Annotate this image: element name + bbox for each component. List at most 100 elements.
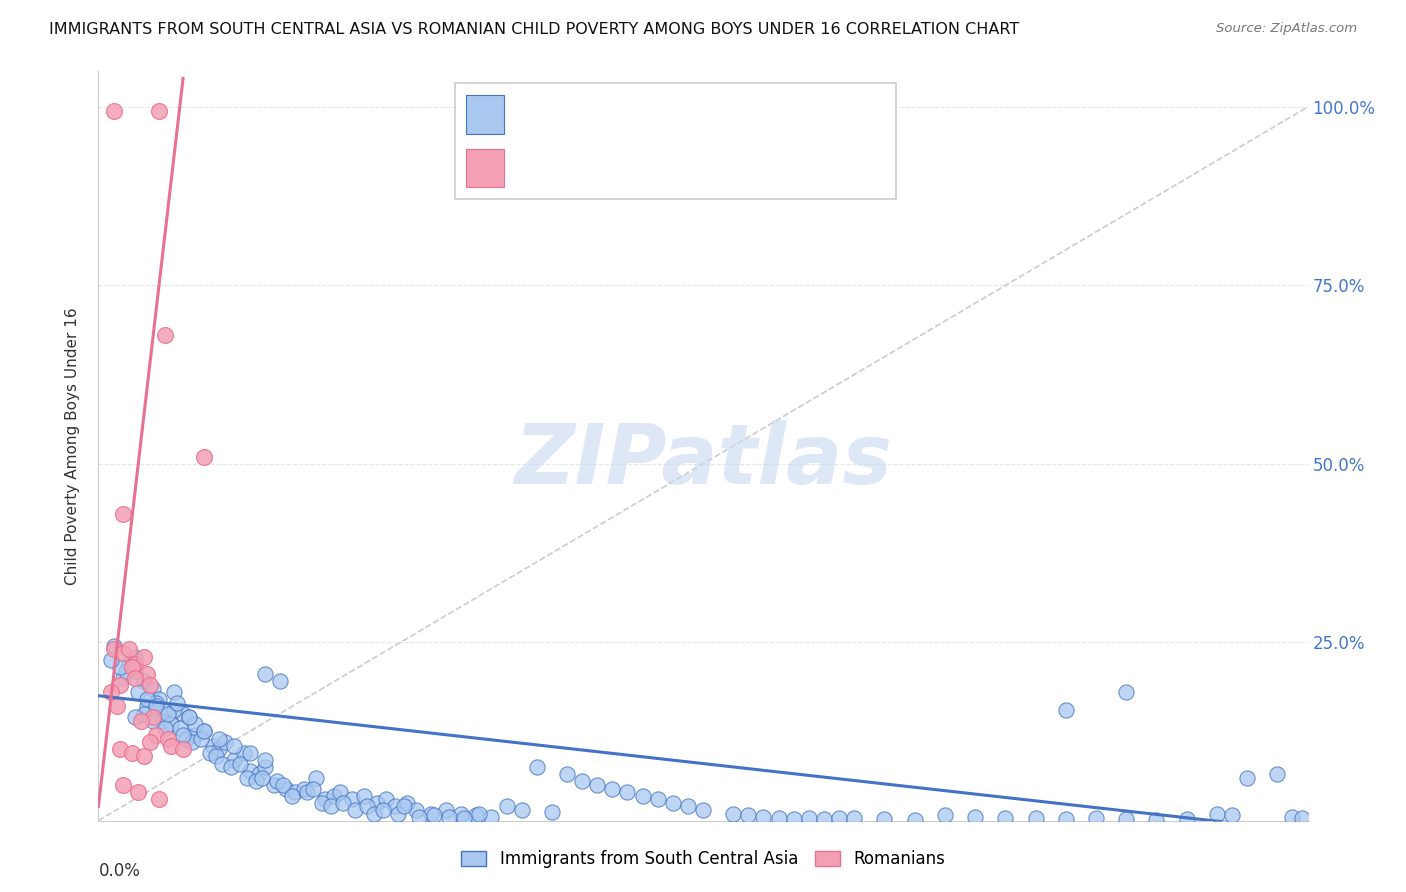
Point [172, 706, 194, 721]
Point [526, 760, 548, 774]
Point [247, 767, 270, 781]
Point [1054, 703, 1077, 717]
Point [540, 805, 562, 819]
Point [229, 756, 252, 771]
Point [768, 812, 790, 826]
Point [160, 739, 183, 753]
Point [384, 799, 406, 814]
Point [481, 810, 503, 824]
Point [555, 767, 578, 781]
Point [111, 671, 134, 685]
Point [127, 785, 149, 799]
Point [224, 739, 246, 753]
Point [783, 812, 806, 826]
Point [1220, 808, 1243, 822]
Point [844, 812, 866, 826]
Point [153, 703, 176, 717]
Point [148, 792, 170, 806]
Point [156, 731, 179, 746]
Point [1206, 806, 1229, 821]
Point [232, 746, 254, 760]
Point [437, 810, 460, 824]
Point [103, 103, 125, 118]
Point [193, 724, 215, 739]
Point [284, 785, 307, 799]
Point [202, 739, 225, 753]
Point [1281, 810, 1303, 824]
Point [752, 810, 775, 824]
Point [1054, 812, 1077, 826]
Point [139, 735, 162, 749]
Point [1291, 812, 1313, 826]
Point [169, 721, 191, 735]
Point [190, 731, 212, 746]
Point [387, 806, 409, 821]
Point [105, 699, 128, 714]
Point [135, 699, 157, 714]
Point [108, 660, 131, 674]
Point [184, 728, 207, 742]
Point [828, 811, 851, 825]
Point [205, 749, 228, 764]
Point [179, 710, 201, 724]
Point [163, 703, 186, 717]
Point [142, 710, 165, 724]
Point [468, 806, 491, 821]
Point [1115, 685, 1137, 699]
Point [111, 778, 134, 792]
Point [420, 806, 443, 821]
Point [145, 728, 167, 742]
Point [156, 706, 179, 721]
Point [181, 735, 204, 749]
Point [1085, 812, 1108, 826]
Point [153, 721, 176, 735]
Point [224, 753, 246, 767]
Point [356, 799, 378, 814]
Text: ZIPatlas: ZIPatlas [515, 420, 891, 501]
Point [465, 808, 488, 822]
Point [211, 756, 233, 771]
Point [737, 808, 759, 822]
Point [434, 803, 457, 817]
Point [253, 760, 276, 774]
Point [100, 685, 122, 699]
Point [153, 328, 176, 343]
Point [453, 812, 475, 826]
Point [253, 753, 276, 767]
Point [172, 742, 194, 756]
Point [127, 685, 149, 699]
Point [118, 657, 141, 671]
Point [363, 806, 385, 821]
Point [392, 799, 415, 814]
Point [323, 789, 346, 803]
Point [302, 781, 325, 796]
Point [184, 717, 207, 731]
Point [269, 674, 291, 689]
Point [395, 796, 418, 810]
Point [250, 771, 273, 785]
Point [132, 649, 155, 664]
Point [873, 812, 896, 826]
Point [121, 660, 143, 674]
Point [631, 789, 654, 803]
Point [214, 735, 236, 749]
Point [221, 760, 243, 774]
Point [965, 810, 987, 824]
Point [314, 792, 336, 806]
Point [371, 803, 394, 817]
Point [1024, 811, 1046, 825]
Point [586, 778, 609, 792]
Point [100, 653, 122, 667]
Point [132, 674, 155, 689]
Point [150, 714, 173, 728]
Legend: Immigrants from South Central Asia, Romanians: Immigrants from South Central Asia, Roma… [454, 844, 952, 875]
Point [108, 678, 131, 692]
Point [723, 806, 745, 821]
Point [1236, 771, 1258, 785]
Y-axis label: Child Poverty Among Boys Under 16: Child Poverty Among Boys Under 16 [65, 307, 80, 585]
Point [311, 796, 333, 810]
Point [239, 764, 262, 778]
Point [450, 806, 472, 821]
Point [1175, 812, 1198, 826]
Point [103, 642, 125, 657]
